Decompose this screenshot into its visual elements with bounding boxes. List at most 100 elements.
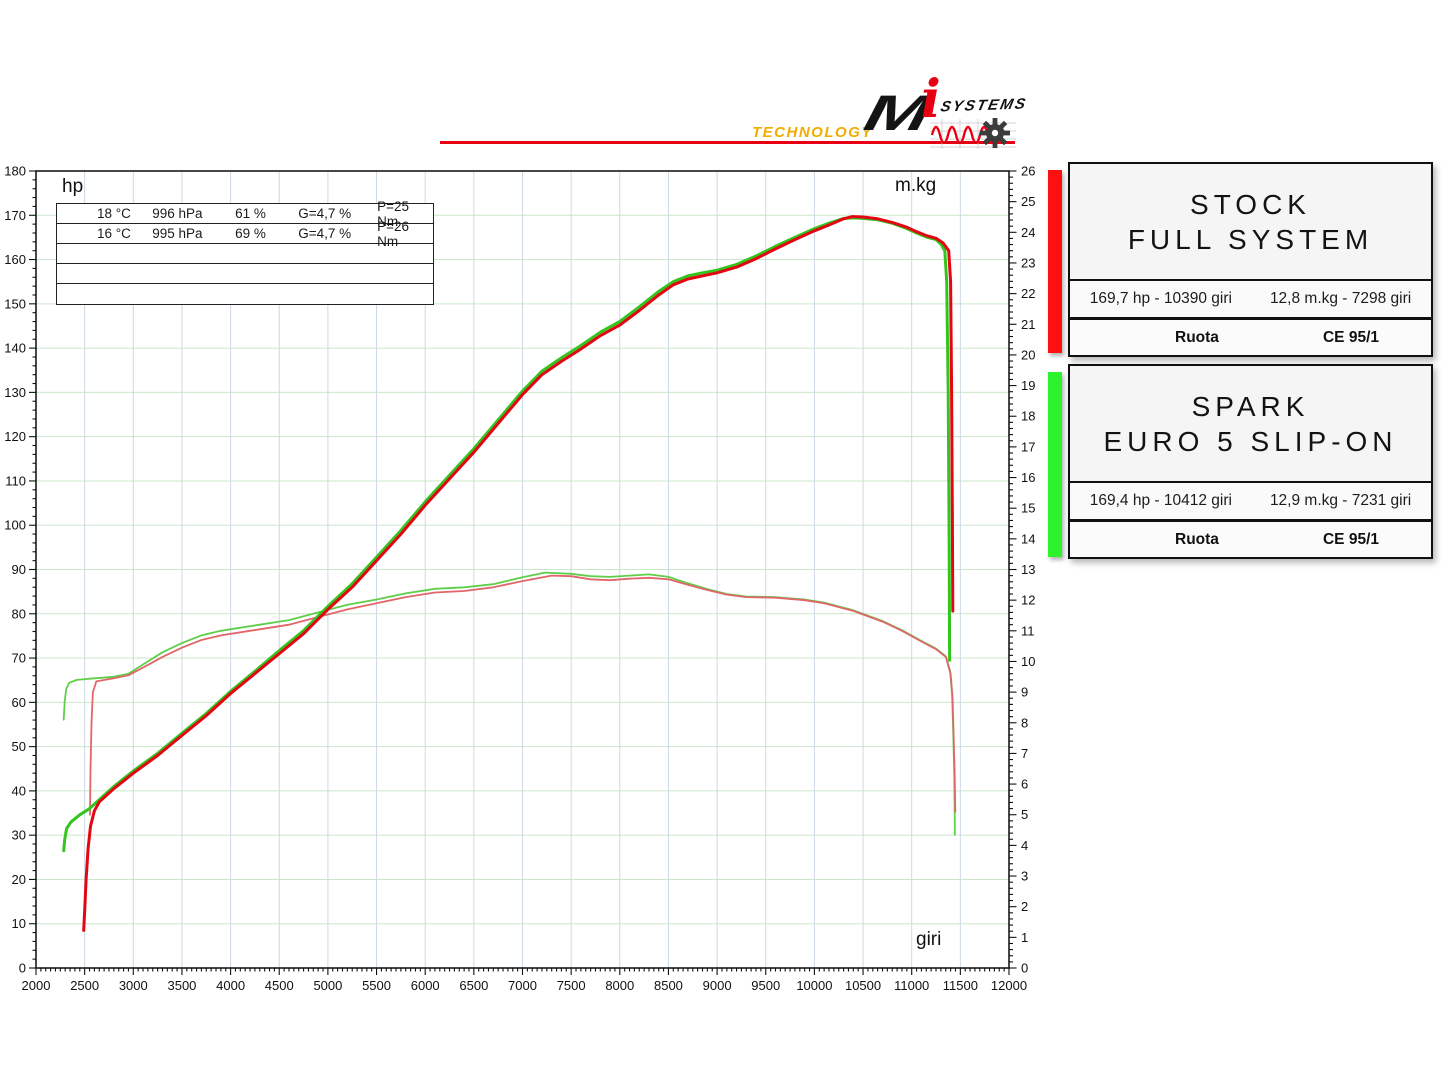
svg-text:90: 90 bbox=[12, 562, 26, 577]
svg-text:140: 140 bbox=[4, 341, 26, 356]
svg-text:160: 160 bbox=[4, 252, 26, 267]
legend-peak-hp: 169,4 hp - 10412 giri bbox=[1089, 492, 1232, 509]
condition-p: P=25 Nm bbox=[377, 198, 410, 229]
legend-title-line1: SPARK bbox=[1191, 390, 1310, 422]
curve-stock-torque bbox=[89, 574, 957, 816]
svg-text:16: 16 bbox=[1021, 470, 1035, 485]
svg-text:0: 0 bbox=[1021, 961, 1028, 976]
legend-peak-torque: 12,9 m.kg - 7231 giri bbox=[1269, 492, 1412, 509]
curve-spark-hp bbox=[62, 216, 952, 853]
svg-text:25: 25 bbox=[1021, 194, 1035, 209]
legend-stats-stock: 169,7 hp - 10390 giri 12,8 m.kg - 7298 g… bbox=[1070, 281, 1431, 320]
svg-text:20: 20 bbox=[12, 872, 26, 887]
legend-title-line2: FULL SYSTEM bbox=[1127, 223, 1374, 255]
svg-text:5000: 5000 bbox=[313, 978, 342, 993]
svg-text:12: 12 bbox=[1021, 593, 1035, 608]
legend-ce-label: CE 95/1 bbox=[1322, 328, 1379, 346]
mkg-axis-label: m.kg bbox=[895, 175, 937, 196]
condition-temp: 18 °C bbox=[97, 206, 131, 221]
gear-icon bbox=[980, 118, 1010, 148]
condition-row-empty bbox=[57, 284, 433, 304]
legend-ruota-label: Ruota bbox=[1175, 328, 1219, 346]
svg-text:40: 40 bbox=[12, 783, 26, 798]
legend-footer-spark: Ruota CE 95/1 bbox=[1070, 522, 1431, 557]
svg-text:8500: 8500 bbox=[654, 978, 683, 993]
svg-text:150: 150 bbox=[4, 296, 26, 311]
legend-ce-label: CE 95/1 bbox=[1322, 530, 1379, 548]
svg-text:22: 22 bbox=[1021, 286, 1035, 301]
svg-text:7500: 7500 bbox=[557, 978, 586, 993]
svg-text:80: 80 bbox=[12, 606, 26, 621]
svg-text:3000: 3000 bbox=[119, 978, 148, 993]
curve-spark-torque bbox=[62, 571, 956, 836]
svg-text:10: 10 bbox=[12, 916, 26, 931]
svg-text:17: 17 bbox=[1021, 439, 1035, 454]
svg-text:12000: 12000 bbox=[991, 978, 1027, 993]
svg-text:50: 50 bbox=[12, 739, 26, 754]
svg-text:6500: 6500 bbox=[459, 978, 488, 993]
svg-text:5500: 5500 bbox=[362, 978, 391, 993]
condition-p: P=26 Nm bbox=[377, 218, 410, 249]
brand-i-letter: i bbox=[921, 69, 941, 130]
svg-text:13: 13 bbox=[1021, 562, 1035, 577]
legend-peak-torque: 12,8 m.kg - 7298 giri bbox=[1269, 290, 1412, 307]
chart-grid bbox=[36, 171, 1009, 968]
spark-color-bar bbox=[1048, 372, 1062, 557]
condition-g: G=4,7 % bbox=[298, 226, 352, 241]
svg-text:130: 130 bbox=[4, 385, 26, 400]
legend-title-stock: STOCK FULL SYSTEM bbox=[1070, 164, 1431, 281]
svg-text:6000: 6000 bbox=[411, 978, 440, 993]
condition-g: G=4,7 % bbox=[298, 206, 352, 221]
svg-text:20: 20 bbox=[1021, 347, 1035, 362]
condition-pressure: 995 hPa bbox=[152, 226, 203, 241]
svg-text:3500: 3500 bbox=[167, 978, 196, 993]
giri-axis-label: giri bbox=[916, 929, 942, 950]
svg-text:120: 120 bbox=[4, 429, 26, 444]
svg-text:26: 26 bbox=[1021, 164, 1035, 179]
svg-text:4: 4 bbox=[1021, 838, 1028, 853]
svg-text:14: 14 bbox=[1021, 531, 1035, 546]
svg-text:8000: 8000 bbox=[605, 978, 634, 993]
svg-text:11000: 11000 bbox=[894, 978, 929, 993]
legend-title-line2: EURO 5 SLIP-ON bbox=[1103, 425, 1398, 457]
condition-row-empty bbox=[57, 244, 433, 264]
svg-text:21: 21 bbox=[1021, 317, 1035, 332]
svg-text:180: 180 bbox=[4, 164, 26, 179]
mkg-axis-ticks: 0123456789101112131415161718192021222324… bbox=[1009, 164, 1035, 976]
svg-text:11500: 11500 bbox=[943, 978, 978, 993]
svg-text:9000: 9000 bbox=[703, 978, 732, 993]
svg-text:4500: 4500 bbox=[265, 978, 294, 993]
x-axis-ticks: 2000 2500 3000 3500 4000 4500 5000 5500 6000 6500… bbox=[22, 968, 1027, 993]
logo-underline bbox=[440, 141, 1015, 144]
condition-row-empty bbox=[57, 264, 433, 284]
svg-text:7: 7 bbox=[1021, 746, 1028, 761]
svg-text:11: 11 bbox=[1021, 623, 1035, 638]
legend-title-spark: SPARK EURO 5 SLIP-ON bbox=[1070, 366, 1431, 483]
svg-text:30: 30 bbox=[12, 828, 26, 843]
svg-text:60: 60 bbox=[12, 695, 26, 710]
legend-peak-hp: 169,7 hp - 10390 giri bbox=[1089, 290, 1232, 307]
svg-text:9: 9 bbox=[1021, 685, 1028, 700]
legend-ruota-label: Ruota bbox=[1175, 530, 1219, 548]
svg-text:23: 23 bbox=[1021, 255, 1035, 270]
legend-card-stock: STOCK FULL SYSTEM 169,7 hp - 10390 giri … bbox=[1068, 162, 1433, 357]
condition-humidity: 61 % bbox=[235, 206, 266, 221]
svg-text:0: 0 bbox=[19, 961, 26, 976]
svg-text:15: 15 bbox=[1021, 501, 1035, 516]
condition-humidity: 69 % bbox=[235, 226, 266, 241]
svg-text:10000: 10000 bbox=[796, 978, 832, 993]
svg-text:19: 19 bbox=[1021, 378, 1035, 393]
svg-text:2500: 2500 bbox=[70, 978, 99, 993]
legend-footer-stock: Ruota CE 95/1 bbox=[1070, 320, 1431, 355]
svg-text:110: 110 bbox=[5, 473, 26, 488]
legend-stats-spark: 169,4 hp - 10412 giri 12,9 m.kg - 7231 g… bbox=[1070, 483, 1431, 522]
technology-wordmark: TECHNOLOGY bbox=[752, 124, 873, 141]
svg-text:7000: 7000 bbox=[508, 978, 537, 993]
svg-text:6: 6 bbox=[1021, 777, 1028, 792]
svg-text:3: 3 bbox=[1021, 869, 1028, 884]
svg-text:8: 8 bbox=[1021, 715, 1028, 730]
svg-text:2: 2 bbox=[1021, 899, 1028, 914]
svg-text:5: 5 bbox=[1021, 807, 1028, 822]
